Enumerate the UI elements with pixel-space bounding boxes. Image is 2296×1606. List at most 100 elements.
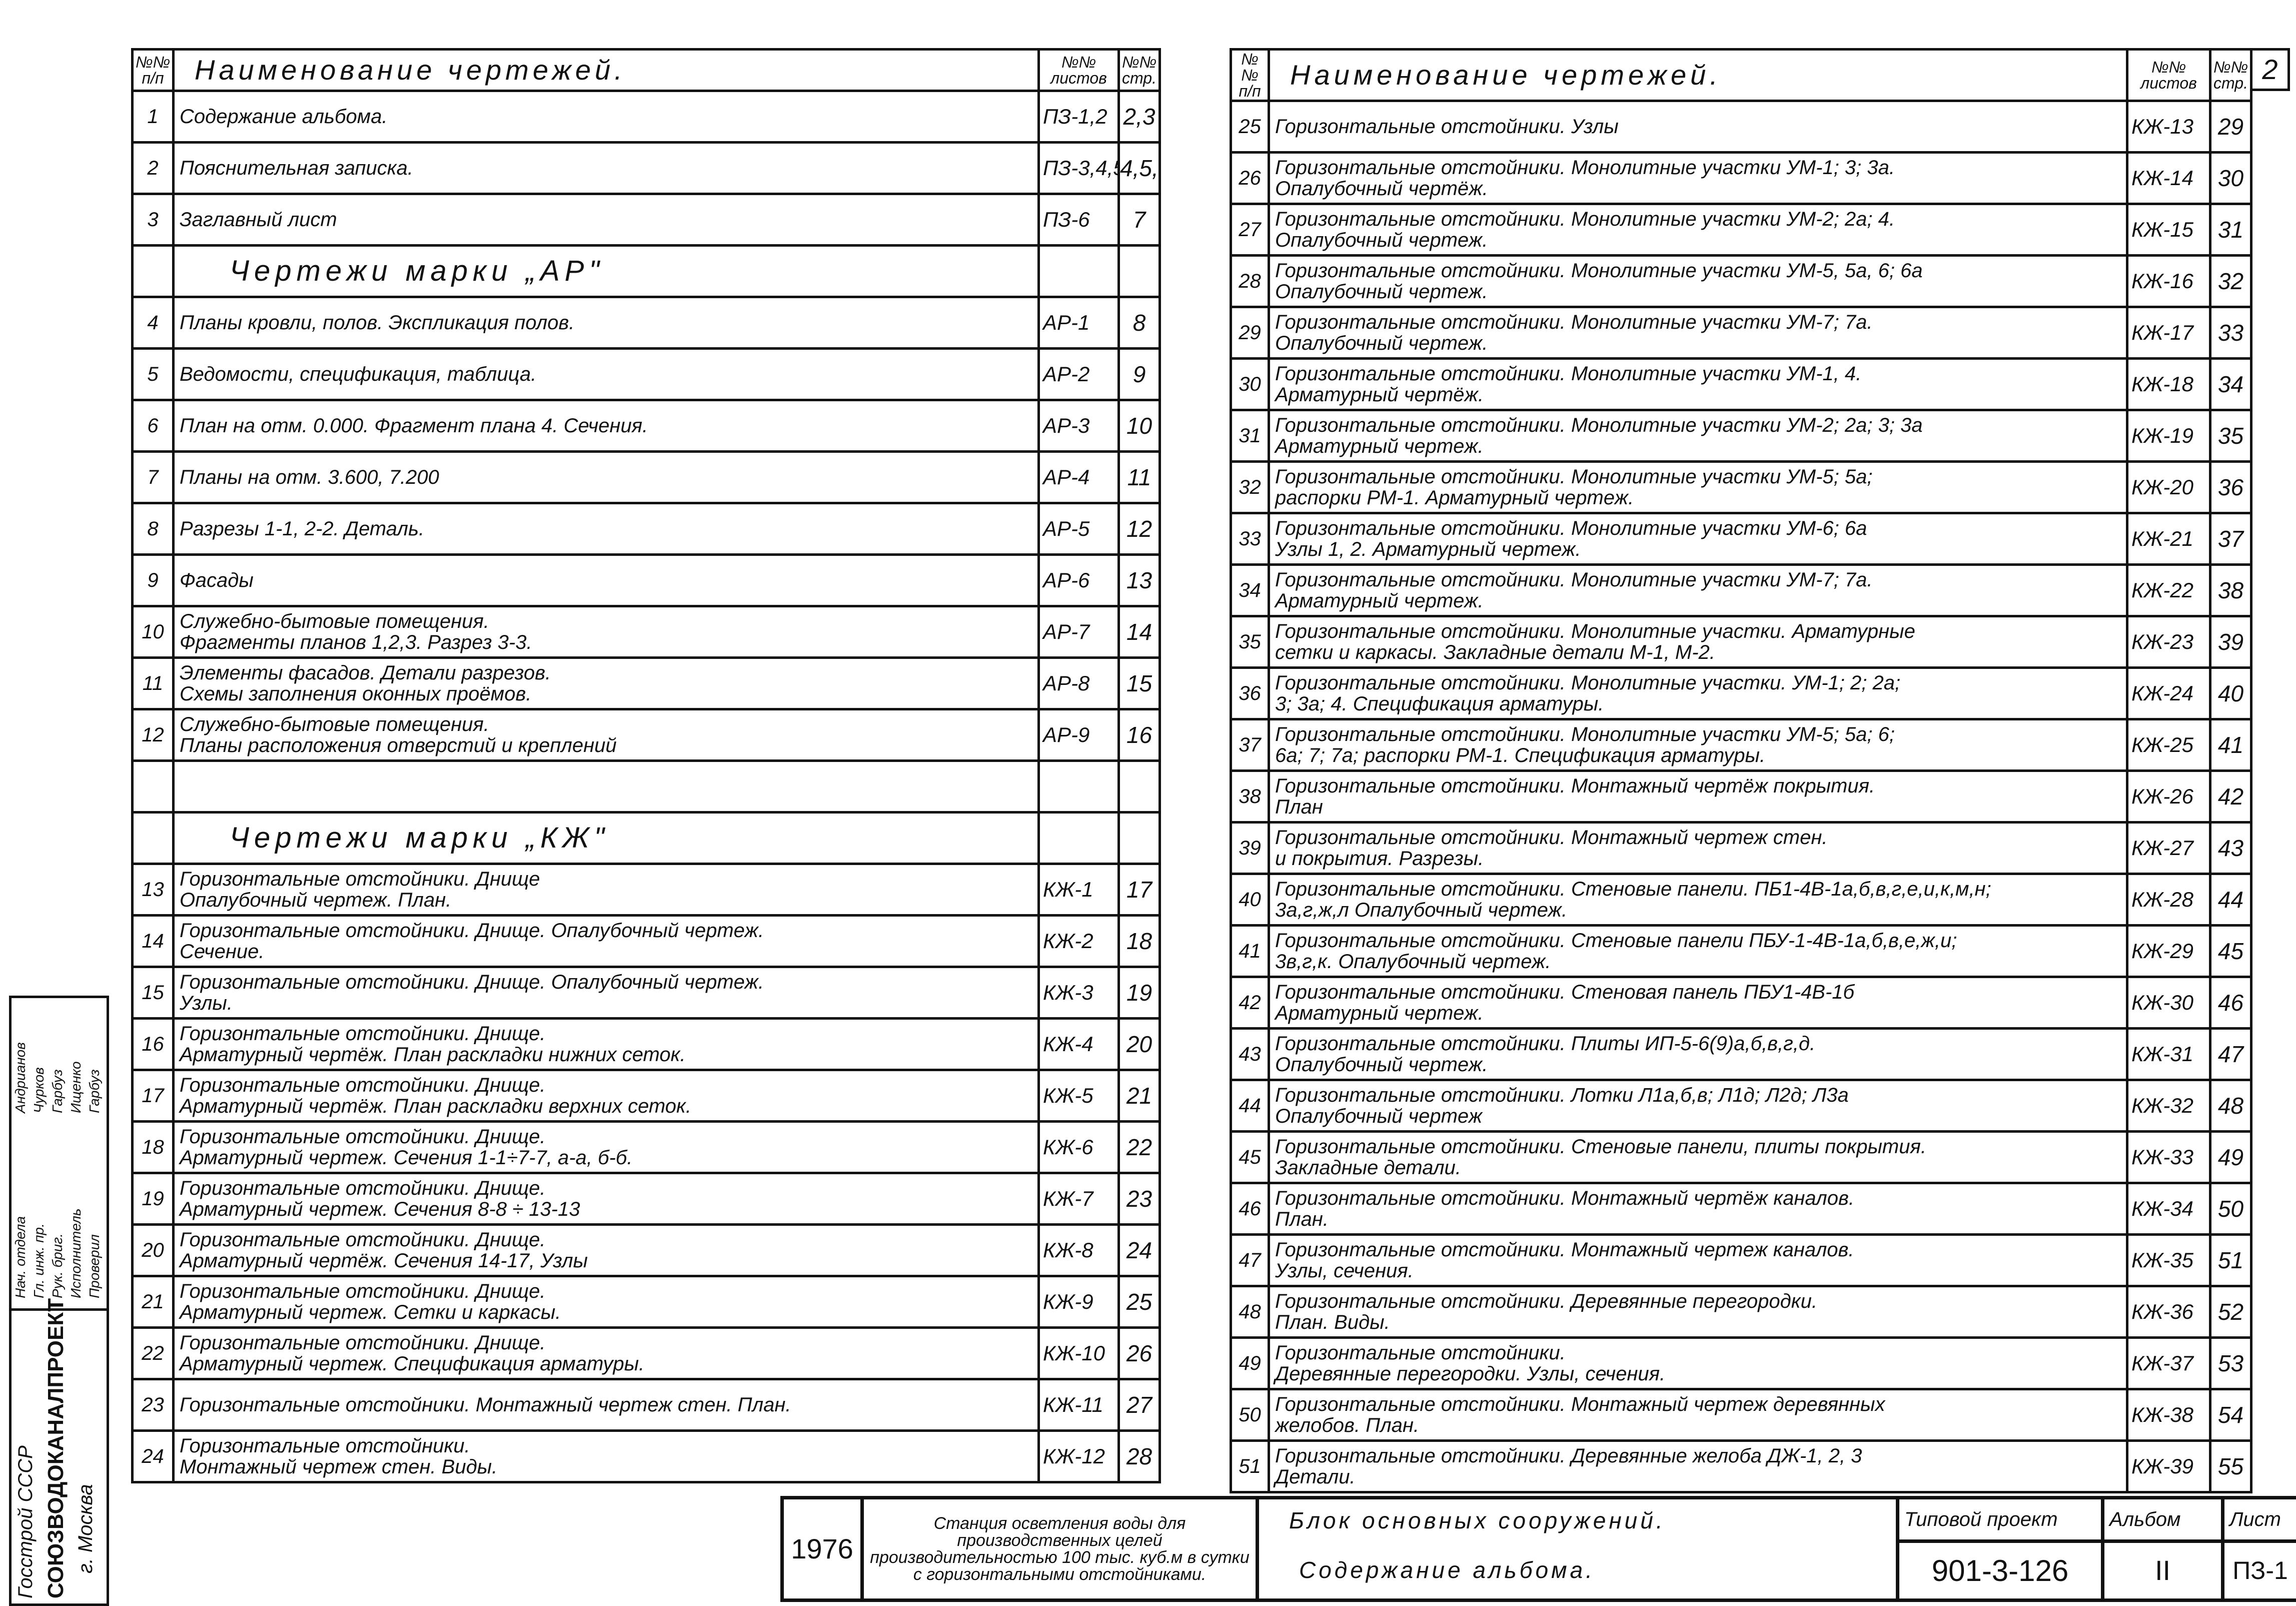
drawing-name-line: Горизонтальные отстойники. Днище [180, 869, 1032, 890]
sheet-code: АР-9 [1039, 709, 1119, 761]
row-number: 10 [133, 606, 174, 658]
sheet-code: АР-3 [1039, 400, 1119, 452]
drawing-name-line: Разрезы 1-1, 2-2. Деталь. [180, 518, 1032, 539]
stamp-name: Ищенко [68, 1061, 84, 1113]
page-sheet-number: 2 [2250, 48, 2290, 91]
page-number: 22 [1119, 1122, 1160, 1173]
sheet-label: Лист [2223, 1498, 2296, 1541]
drawing-name: Горизонтальные отстойники. Монтажный чер… [1269, 1183, 2127, 1235]
row-number: 13 [133, 864, 174, 916]
drawing-name-line: Горизонтальные отстойники. Монтажный чер… [180, 1394, 1032, 1415]
page-number: 26 [1119, 1328, 1160, 1379]
drawing-name-line: Арматурный чертёж. Сечения 14-17, Узлы [180, 1250, 1032, 1271]
drawing-name-line: Горизонтальные отстойники. Лотки Л1а,б,в… [1275, 1085, 2121, 1106]
drawing-name: Горизонтальные отстойники. Монтажный чер… [1269, 1235, 2127, 1286]
drawing-name-line: Горизонтальные отстойники. Монтажный чер… [1275, 827, 2121, 848]
drawing-name: Горизонтальные отстойники. Монолитные уч… [1269, 256, 2127, 307]
row-number: 18 [133, 1122, 174, 1173]
row-number: 6 [133, 400, 174, 452]
drawing-name: Горизонтальные отстойники. Монтажный чер… [174, 1379, 1039, 1431]
type-project-label: Типовой проект [1898, 1498, 2103, 1541]
stamp-role: Рук. бриг. [50, 1233, 66, 1298]
title-block: 1976 Станция осветления воды для произво… [780, 1496, 2296, 1602]
drawing-name: Горизонтальные отстойники. Стеновые пане… [1269, 926, 2127, 977]
drawing-name-line: 3в,г,к. Опалубочный чертеж. [1275, 951, 2121, 972]
page-number: 54 [2210, 1389, 2251, 1441]
col-name-header: Наименование чертежей. [1269, 50, 2127, 101]
page-number: 24 [1119, 1225, 1160, 1276]
page-number: 14 [1119, 606, 1160, 658]
sheet-code: КЖ-25 [2127, 719, 2210, 771]
drawing-name-line: 3а,г,ж,л Опалубочный чертеж. [1275, 900, 2121, 921]
page-number: 19 [1119, 967, 1160, 1019]
drawing-name-line: План [1275, 796, 2121, 818]
sheet-code: ПЗ-1 [2223, 1541, 2296, 1600]
row-number: 41 [1231, 926, 1269, 977]
sheet-code: КЖ-31 [2127, 1029, 2210, 1080]
page-number: 4,5,6 [1119, 143, 1160, 194]
col-sheet-header: №№ листов [1039, 50, 1119, 91]
drawing-name-line: Узлы 1, 2. Арматурный чертеж. [1275, 539, 2121, 560]
drawing-name-line: Заглавный лист [180, 209, 1032, 230]
drawing-name-line: Горизонтальные отстойники. Стеновые пане… [1275, 930, 2121, 951]
drawing-name-line: Пояснительная записка. [180, 158, 1032, 179]
drawing-name-line: Монтажный чертеж стен. Виды. [180, 1456, 1032, 1477]
drawing-name: Содержание альбома. [174, 91, 1039, 143]
sheet-code: АР-1 [1039, 297, 1119, 349]
table-row: 33 Горизонтальные отстойники. Монолитные … [1231, 513, 2251, 565]
page-number: 2,3 [1119, 91, 1160, 143]
page-number: 41 [2210, 719, 2251, 771]
drawing-name-line: Горизонтальные отстойники. Монолитные уч… [1275, 518, 2121, 539]
drawing-name: Горизонтальные отстойники. Днище. Опалуб… [174, 916, 1039, 967]
sheet-code: КЖ-23 [2127, 616, 2210, 668]
row-number: 38 [1231, 771, 1269, 823]
drawing-name-line: Горизонтальные отстойники. Монолитные уч… [1275, 363, 2121, 384]
col-num-header: №№ п/п [1231, 50, 1269, 101]
empty-cell [1039, 813, 1119, 864]
stamp-name: Гарбуз [87, 1069, 103, 1113]
page-number: 50 [2210, 1183, 2251, 1235]
row-number: 33 [1231, 513, 1269, 565]
drawing-name-line: Горизонтальные отстойники. Монтажный чер… [1275, 1188, 2121, 1209]
section-heading: Чертежи марки „АР" [174, 246, 1039, 297]
drawing-name-line: Горизонтальные отстойники. Деревянные же… [1275, 1445, 2121, 1466]
drawing-name: Горизонтальные отстойники. Монтажный чер… [1269, 823, 2127, 874]
page-number: 51 [2210, 1235, 2251, 1286]
drawing-name-line: Опалубочный чертеж. [1275, 230, 2121, 251]
drawing-name-line: Служебно-бытовые помещения. [180, 714, 1032, 735]
drawing-name-line: Опалубочный чертеж [1275, 1106, 2121, 1127]
drawing-name: Горизонтальные отстойники. Стеновые пане… [1269, 1132, 2127, 1183]
drawing-name-line: Опалубочный чертеж. План. [180, 890, 1032, 911]
row-number: 11 [133, 658, 174, 709]
sheet-code: АР-7 [1039, 606, 1119, 658]
drawing-name: Горизонтальные отстойники. Днище.Арматур… [174, 1122, 1039, 1173]
page-number: 53 [2210, 1338, 2251, 1389]
page-number: 43 [2210, 823, 2251, 874]
sheet-code: АР-8 [1039, 658, 1119, 709]
row-number: 50 [1231, 1389, 1269, 1441]
sheet-code: КЖ-17 [2127, 307, 2210, 359]
row-number: 9 [133, 555, 174, 606]
page-number: 44 [2210, 874, 2251, 926]
drawing-name: Горизонтальные отстойники. Днище.Арматур… [174, 1019, 1039, 1070]
row-number: 37 [1231, 719, 1269, 771]
empty-cell [133, 813, 174, 864]
page-number: 7 [1119, 194, 1160, 246]
